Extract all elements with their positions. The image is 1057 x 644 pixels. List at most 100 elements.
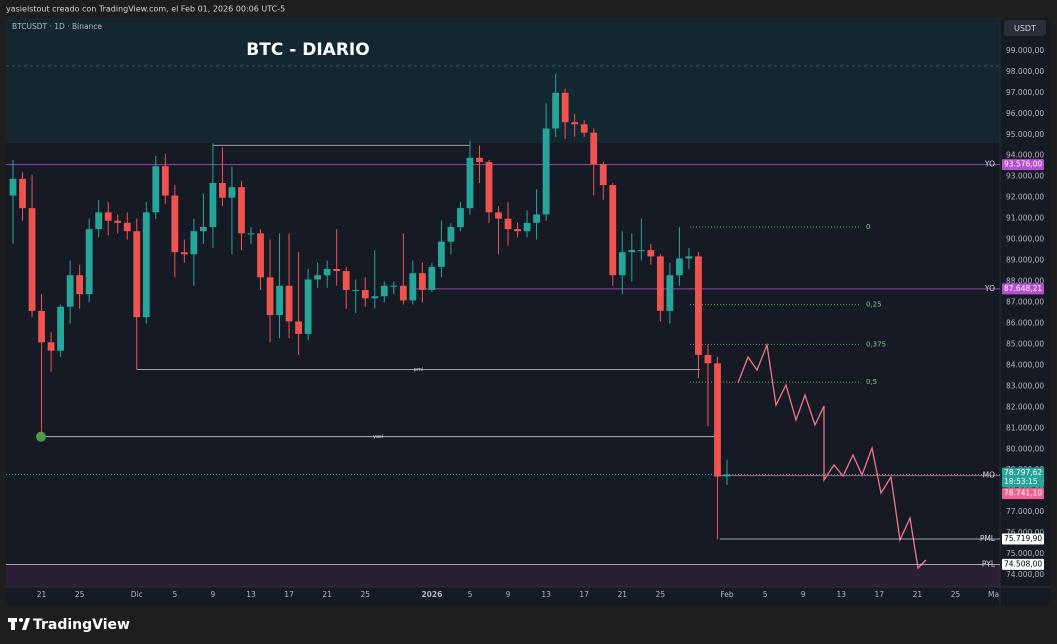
candle-body <box>495 212 502 219</box>
x-tick-label: 5 <box>763 590 768 599</box>
brand: TradingView <box>8 617 130 633</box>
drawn-line-label: yasl <box>373 434 383 440</box>
candle-body <box>656 256 664 311</box>
candle-body <box>504 218 512 230</box>
candle-body <box>514 229 521 232</box>
countdown: 18:53:15 <box>1004 477 1038 486</box>
candle-body <box>171 195 179 253</box>
candle-body <box>676 258 683 276</box>
candle-body <box>542 128 550 215</box>
fib-label: 0 <box>866 223 870 231</box>
candle-body <box>104 212 112 221</box>
candle-body <box>523 222 531 232</box>
candle-body <box>637 250 645 252</box>
y-tick-label: 84.000,00 <box>1006 360 1044 369</box>
candle-body <box>342 271 350 290</box>
level-price-box <box>1002 533 1044 545</box>
candle-body <box>599 164 607 186</box>
candle-body <box>142 212 150 318</box>
level-name: PYL <box>982 559 996 568</box>
level-price-label: 75.719,90 <box>1004 534 1042 543</box>
x-tick-label: 13 <box>836 590 846 599</box>
x-tick-label: 9 <box>506 590 511 599</box>
candle-body <box>257 233 264 278</box>
candle-body <box>95 212 103 230</box>
x-tick-label: 25 <box>75 590 85 599</box>
x-tick-label: 17 <box>284 590 294 599</box>
level-price-box <box>1002 283 1044 295</box>
y-tick-label: 92.000,00 <box>1006 193 1044 202</box>
level-price-label: 87.648,21 <box>1004 284 1042 293</box>
candle-body <box>228 187 236 198</box>
y-tick-label: 96.000,00 <box>1006 109 1044 118</box>
symbol: BTCUSDT · 1D · Binance <box>12 22 102 31</box>
y-tick-label: 75.000,00 <box>1006 549 1044 558</box>
candle-body <box>114 220 122 223</box>
line-anchor <box>36 431 46 442</box>
candle-body <box>285 285 293 322</box>
candle-body <box>438 241 445 267</box>
candle-body <box>695 256 702 355</box>
level-name: YO <box>984 284 995 293</box>
candle-body <box>628 250 636 253</box>
credit: yasielstout creado con TradingView.com, … <box>6 5 285 14</box>
y-tick-label: 74.000,00 <box>1006 570 1044 579</box>
candle-body <box>371 296 379 299</box>
y-tick-label: 97.000,00 <box>1006 88 1044 97</box>
y-tick-label: 94.000,00 <box>1006 151 1044 160</box>
y-tick-label: 76.000,00 <box>1006 528 1044 537</box>
candle-body <box>428 266 436 290</box>
candle-body <box>123 222 131 232</box>
level-name: YO <box>984 160 995 169</box>
candle-body <box>19 178 26 209</box>
candle-body <box>399 285 407 301</box>
candle-body <box>685 256 693 259</box>
y-tick-label: 95.000,00 <box>1006 130 1044 139</box>
logo-part <box>22 618 30 630</box>
candle-body <box>390 285 398 287</box>
projection-path <box>737 342 927 570</box>
candle-body <box>219 182 226 198</box>
x-tick-label: 21 <box>913 590 923 599</box>
level-price-box <box>1002 159 1044 171</box>
x-tick-label: 5 <box>468 590 473 599</box>
candle-body <box>485 162 493 213</box>
candle-body <box>76 275 84 295</box>
x-tick-label: 2026 <box>421 590 442 599</box>
level-price-label: 93.576,00 <box>1004 160 1042 169</box>
y-tick-label: 83.000,00 <box>1006 381 1044 390</box>
candle-body <box>161 166 169 196</box>
candle-body <box>447 227 455 242</box>
x-tick-label: Dic <box>131 590 143 599</box>
y-tick-label: 99.000,00 <box>1006 46 1044 55</box>
last-price-label: 78.797,62 <box>1004 468 1042 477</box>
candle-body <box>352 289 360 291</box>
x-tick-label: 5 <box>172 590 177 599</box>
y-tick-label: 77.000,00 <box>1006 507 1044 516</box>
level-price-box <box>1002 558 1044 570</box>
candle-body <box>409 273 417 301</box>
y-tick-label: 81.000,00 <box>1006 423 1044 432</box>
x-tick-label: 21 <box>37 590 47 599</box>
candle-body <box>28 208 36 311</box>
y-tick-label: 89.000,00 <box>1006 256 1044 265</box>
candle-body <box>704 354 712 364</box>
candle-body <box>552 92 560 129</box>
y-tick-label: 86.000,00 <box>1006 318 1044 327</box>
currency-button[interactable] <box>1004 20 1046 36</box>
last-price-box <box>1002 467 1044 488</box>
level-price-label: 74.508,00 <box>1004 559 1042 568</box>
candle-body <box>133 231 141 318</box>
candle-body <box>380 285 388 297</box>
candle-body <box>66 275 74 307</box>
y-tick-label: 88.000,00 <box>1006 277 1044 286</box>
candle-body <box>476 157 483 163</box>
candle-body <box>304 279 312 334</box>
x-tick-label: Ma <box>988 590 999 599</box>
x-tick-label: 9 <box>211 590 216 599</box>
candle-body <box>190 231 198 255</box>
candle-body <box>361 289 369 299</box>
level-price-box <box>1002 488 1044 500</box>
top-zone <box>6 18 1000 143</box>
